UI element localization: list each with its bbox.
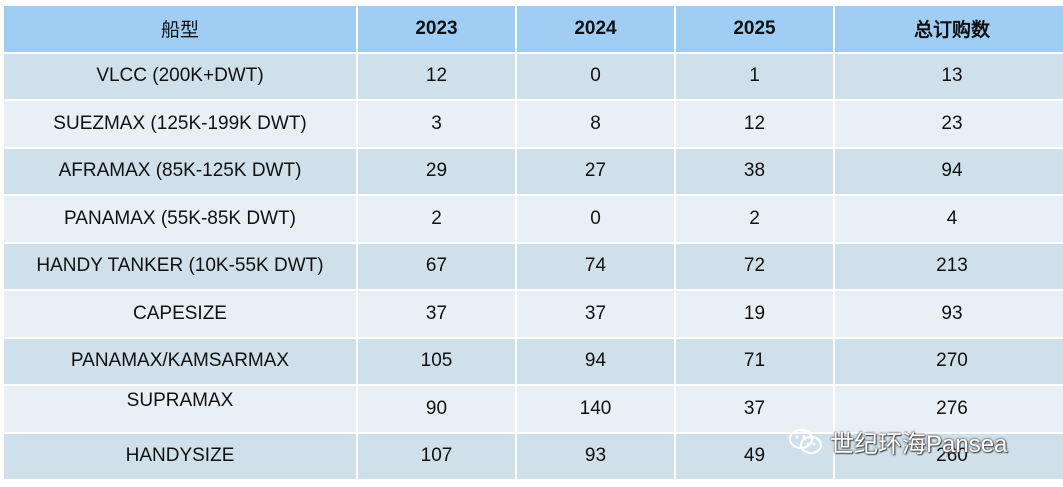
value-2024-cell: 8: [516, 100, 676, 149]
table-row: PANAMAX/KAMSARMAX 105 94 71 270: [4, 337, 1063, 386]
total-cell: 23: [834, 100, 1063, 149]
value-2025-cell: 2: [675, 195, 835, 244]
header-2024: 2024: [516, 6, 676, 54]
value-2024-cell: 74: [516, 242, 676, 291]
total-cell: 270: [834, 337, 1063, 386]
value-2025-cell: 49: [675, 432, 835, 481]
total-cell: 4: [834, 195, 1063, 244]
value-2023-cell: 3: [357, 100, 517, 149]
value-2025-cell: 37: [675, 385, 835, 434]
total-cell: 93: [834, 290, 1063, 339]
value-2024-cell: 93: [516, 432, 676, 481]
header-2023: 2023: [357, 6, 517, 54]
header-2025: 2025: [675, 6, 835, 54]
orderbook-table: 船型 2023 2024 2025 总订购数 VLCC (200K+DWT) 1…: [4, 6, 1063, 481]
header-row: 船型 2023 2024 2025 总订购数: [4, 6, 1063, 54]
value-2024-cell: 27: [516, 147, 676, 196]
value-2023-cell: 12: [357, 52, 517, 101]
value-2024-cell: 0: [516, 52, 676, 101]
total-cell: 260: [834, 432, 1063, 481]
total-cell: 13: [834, 52, 1063, 101]
table-row: SUEZMAX (125K-199K DWT) 3 8 12 23: [4, 100, 1063, 149]
ship-type-cell: SUEZMAX (125K-199K DWT): [4, 100, 358, 149]
table-row: AFRAMAX (85K-125K DWT) 29 27 38 94: [4, 147, 1063, 196]
value-2025-cell: 19: [675, 290, 835, 339]
value-2024-cell: 140: [516, 385, 676, 434]
table-row: HANDYSIZE 107 93 49 260: [4, 432, 1063, 481]
value-2025-cell: 1: [675, 52, 835, 101]
total-cell: 94: [834, 147, 1063, 196]
value-2025-cell: 72: [675, 242, 835, 291]
value-2023-cell: 107: [357, 432, 517, 481]
ship-type-cell: AFRAMAX (85K-125K DWT): [4, 147, 358, 196]
ship-type-cell: CAPESIZE: [4, 290, 358, 339]
value-2023-cell: 29: [357, 147, 517, 196]
header-total-orders: 总订购数: [834, 6, 1063, 54]
value-2024-cell: 0: [516, 195, 676, 244]
value-2023-cell: 105: [357, 337, 517, 386]
ship-type-cell: PANAMAX (55K-85K DWT): [4, 195, 358, 244]
table-row: HANDY TANKER (10K-55K DWT) 67 74 72 213: [4, 242, 1063, 291]
value-2023-cell: 2: [357, 195, 517, 244]
total-cell: 213: [834, 242, 1063, 291]
value-2025-cell: 38: [675, 147, 835, 196]
ship-type-cell: SUPRAMAX: [4, 385, 358, 434]
value-2024-cell: 94: [516, 337, 676, 386]
table-row: VLCC (200K+DWT) 12 0 1 13: [4, 52, 1063, 101]
value-2023-cell: 37: [357, 290, 517, 339]
table-row: CAPESIZE 37 37 19 93: [4, 290, 1063, 339]
value-2023-cell: 67: [357, 242, 517, 291]
value-2025-cell: 71: [675, 337, 835, 386]
ship-type-cell: HANDYSIZE: [4, 432, 358, 481]
value-2023-cell: 90: [357, 385, 517, 434]
header-ship-type: 船型: [4, 6, 358, 54]
ship-type-cell: HANDY TANKER (10K-55K DWT): [4, 242, 358, 291]
ship-type-cell: PANAMAX/KAMSARMAX: [4, 337, 358, 386]
table-row: PANAMAX (55K-85K DWT) 2 0 2 4: [4, 195, 1063, 244]
value-2025-cell: 12: [675, 100, 835, 149]
total-cell: 276: [834, 385, 1063, 434]
value-2024-cell: 37: [516, 290, 676, 339]
ship-type-cell: VLCC (200K+DWT): [4, 52, 358, 101]
table-row: SUPRAMAX 90 140 37 276: [4, 385, 1063, 434]
